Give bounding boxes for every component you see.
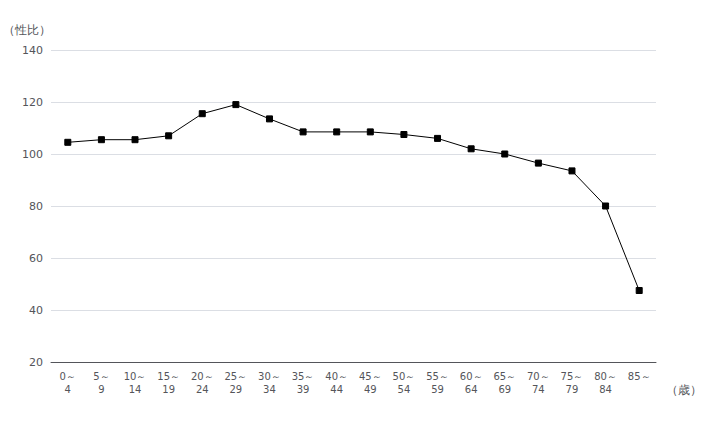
svg-text:19: 19 <box>162 384 175 395</box>
svg-text:70～: 70～ <box>527 371 550 382</box>
svg-text:44: 44 <box>330 384 343 395</box>
svg-text:25～: 25～ <box>224 371 247 382</box>
svg-text:（性比）: （性比） <box>3 23 51 37</box>
svg-text:39: 39 <box>297 384 310 395</box>
svg-text:20: 20 <box>29 356 43 369</box>
svg-text:60～: 60～ <box>460 371 483 382</box>
svg-text:69: 69 <box>498 384 511 395</box>
svg-text:40: 40 <box>29 304 43 317</box>
svg-text:80～: 80～ <box>594 371 617 382</box>
svg-text:75～: 75～ <box>561 371 584 382</box>
svg-text:14: 14 <box>129 384 142 395</box>
svg-text:100: 100 <box>22 148 43 161</box>
svg-text:64: 64 <box>465 384 478 395</box>
svg-text:5～: 5～ <box>93 371 109 382</box>
svg-text:29: 29 <box>229 384 242 395</box>
svg-text:85～: 85～ <box>628 371 651 382</box>
svg-text:45～: 45～ <box>359 371 382 382</box>
svg-text:55～: 55～ <box>426 371 449 382</box>
svg-text:59: 59 <box>431 384 444 395</box>
svg-text:65～: 65～ <box>493 371 516 382</box>
svg-text:60: 60 <box>29 252 43 265</box>
svg-text:140: 140 <box>22 44 43 57</box>
svg-text:120: 120 <box>22 96 43 109</box>
svg-text:9: 9 <box>98 384 104 395</box>
svg-text:49: 49 <box>364 384 377 395</box>
svg-text:30～: 30～ <box>258 371 281 382</box>
svg-text:80: 80 <box>29 200 43 213</box>
svg-text:35～: 35～ <box>292 371 315 382</box>
svg-text:84: 84 <box>599 384 612 395</box>
svg-text:79: 79 <box>566 384 579 395</box>
svg-text:24: 24 <box>196 384 209 395</box>
svg-text:0～: 0～ <box>60 371 76 382</box>
svg-text:4: 4 <box>65 384 71 395</box>
svg-text:20～: 20～ <box>191 371 214 382</box>
svg-text:40～: 40～ <box>325 371 348 382</box>
svg-text:10～: 10～ <box>124 371 147 382</box>
svg-text:（歳）: （歳） <box>666 383 702 397</box>
svg-text:34: 34 <box>263 384 276 395</box>
svg-text:74: 74 <box>532 384 545 395</box>
svg-text:54: 54 <box>398 384 411 395</box>
svg-text:50～: 50～ <box>393 371 416 382</box>
svg-text:15～: 15～ <box>157 371 180 382</box>
